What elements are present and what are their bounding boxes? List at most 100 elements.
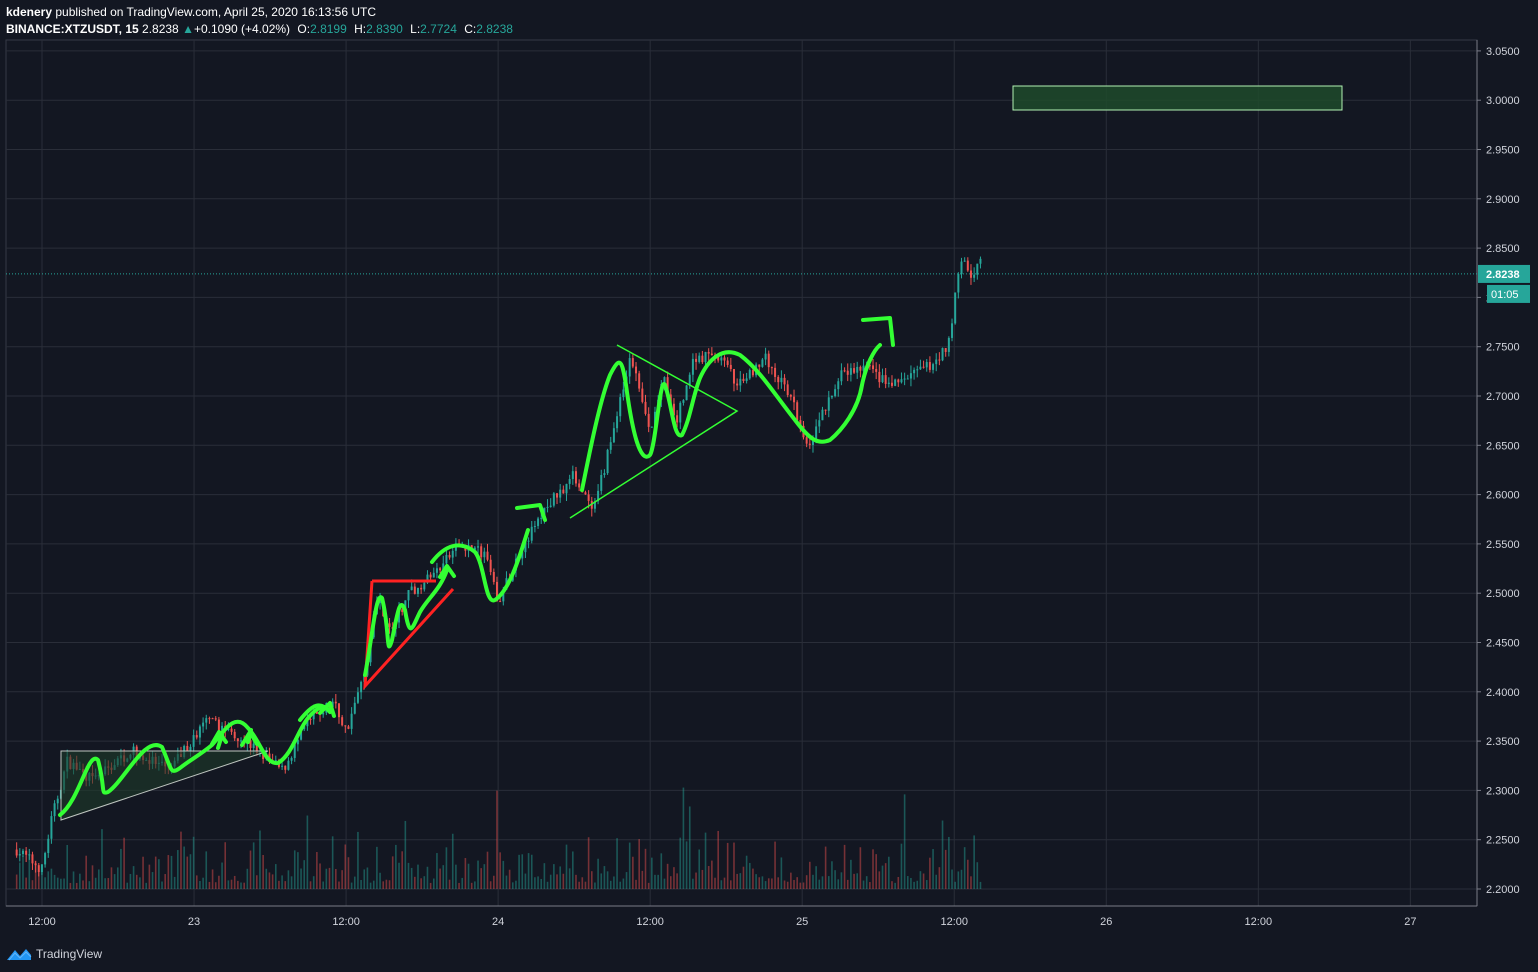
candle-body	[287, 760, 290, 770]
volume-bar	[265, 868, 268, 889]
candle-body	[489, 559, 492, 572]
volume-bar	[31, 880, 34, 889]
volume-bar	[442, 865, 445, 889]
volume-bar	[669, 876, 672, 889]
candle-body	[913, 369, 916, 374]
candle-body	[840, 370, 843, 382]
tradingview-brand[interactable]: TradingView	[36, 947, 103, 961]
candle-body	[492, 571, 495, 582]
candle-body	[628, 358, 631, 377]
candle-body	[556, 493, 559, 498]
volume-bar	[891, 881, 893, 889]
candle-body	[533, 525, 536, 527]
volume-bar	[372, 880, 375, 889]
candle-body	[859, 366, 862, 371]
chart-drawings[interactable]	[58, 85, 1343, 821]
volume-bar	[603, 866, 606, 889]
volume-bar	[436, 853, 438, 889]
author-name[interactable]: kdenery	[6, 5, 53, 19]
volume-bar	[745, 855, 748, 889]
x-tick-label: 12:00	[1245, 916, 1273, 928]
arrow-head	[318, 701, 336, 718]
volume-bar	[309, 881, 312, 889]
candle-body	[707, 352, 710, 354]
volume-bar	[278, 880, 280, 889]
candle-body	[603, 473, 606, 475]
candle-body	[720, 357, 723, 361]
candle-body	[688, 374, 691, 386]
volume-bar	[15, 874, 18, 889]
candle-body	[25, 850, 28, 855]
candle-body	[938, 359, 941, 361]
red-triangle	[363, 579, 455, 691]
candle-body	[717, 356, 720, 361]
candle-body	[499, 601, 502, 603]
volume-bar	[783, 880, 786, 889]
candle-body	[947, 337, 950, 352]
candle-body	[685, 385, 688, 401]
arrow-head	[515, 503, 547, 522]
volume-bar	[739, 873, 742, 889]
volume-bar	[249, 850, 252, 889]
volume-bar	[647, 882, 650, 889]
candle-body	[410, 586, 413, 591]
volume-bar	[376, 846, 378, 889]
candle-body	[495, 581, 498, 602]
candle-body	[521, 552, 524, 559]
volume-bar	[357, 831, 359, 889]
candle-body	[881, 375, 884, 383]
candle-body	[290, 757, 293, 761]
tradingview-logo-icon[interactable]	[6, 947, 32, 961]
chart-axes[interactable]: 3.05003.00002.95002.90002.85002.80002.75…	[6, 40, 1530, 928]
candle-body	[783, 377, 786, 385]
y-tick-label: 2.3000	[1486, 785, 1520, 797]
candle-body	[941, 348, 944, 361]
candle-body	[846, 370, 849, 375]
candle-body	[951, 323, 954, 338]
volume-bar	[369, 882, 372, 889]
candle-body	[211, 718, 214, 720]
volume-bar	[846, 879, 849, 889]
symbol-name[interactable]: BINANCE:XTZUSDT, 15	[6, 22, 139, 36]
volume-bar	[824, 846, 827, 889]
candle-body	[732, 369, 735, 384]
volume-bar	[493, 875, 495, 889]
candle-body	[217, 719, 220, 731]
countdown-tag	[1487, 284, 1530, 303]
volume-bar	[815, 866, 817, 889]
volume-bar	[161, 881, 163, 889]
volume-bar	[344, 844, 347, 889]
y-tick-label: 2.3500	[1486, 736, 1520, 748]
volume-bar	[50, 868, 53, 889]
volume-bar	[382, 881, 385, 889]
candle-body	[647, 413, 650, 427]
candle-body	[606, 449, 609, 474]
y-tick-label: 2.5500	[1486, 539, 1520, 551]
volume-bar	[414, 876, 416, 889]
candle-body	[723, 357, 726, 361]
volume-bar	[660, 853, 663, 889]
candle-body	[758, 364, 761, 367]
volume-bar	[685, 841, 688, 889]
volume-bar	[256, 875, 258, 889]
volume-bar	[777, 877, 780, 889]
candle-body	[527, 540, 530, 542]
arrow-head	[861, 316, 895, 347]
candle-body	[644, 401, 647, 414]
candle-body	[274, 760, 277, 762]
volume-bar	[243, 882, 245, 889]
x-tick-label: 12:00	[636, 916, 664, 928]
volume-bar	[464, 858, 467, 889]
volume-bar	[572, 851, 574, 889]
volume-bar	[211, 869, 214, 889]
candle-body	[293, 744, 296, 758]
volume-bar	[116, 867, 119, 889]
volume-bar	[742, 866, 745, 889]
volume-bar	[82, 880, 84, 889]
high-label: H:	[354, 22, 367, 36]
candle-body	[284, 765, 287, 770]
pane-border	[5, 39, 1478, 907]
volume-bar	[98, 869, 100, 889]
candle-body	[862, 365, 865, 371]
